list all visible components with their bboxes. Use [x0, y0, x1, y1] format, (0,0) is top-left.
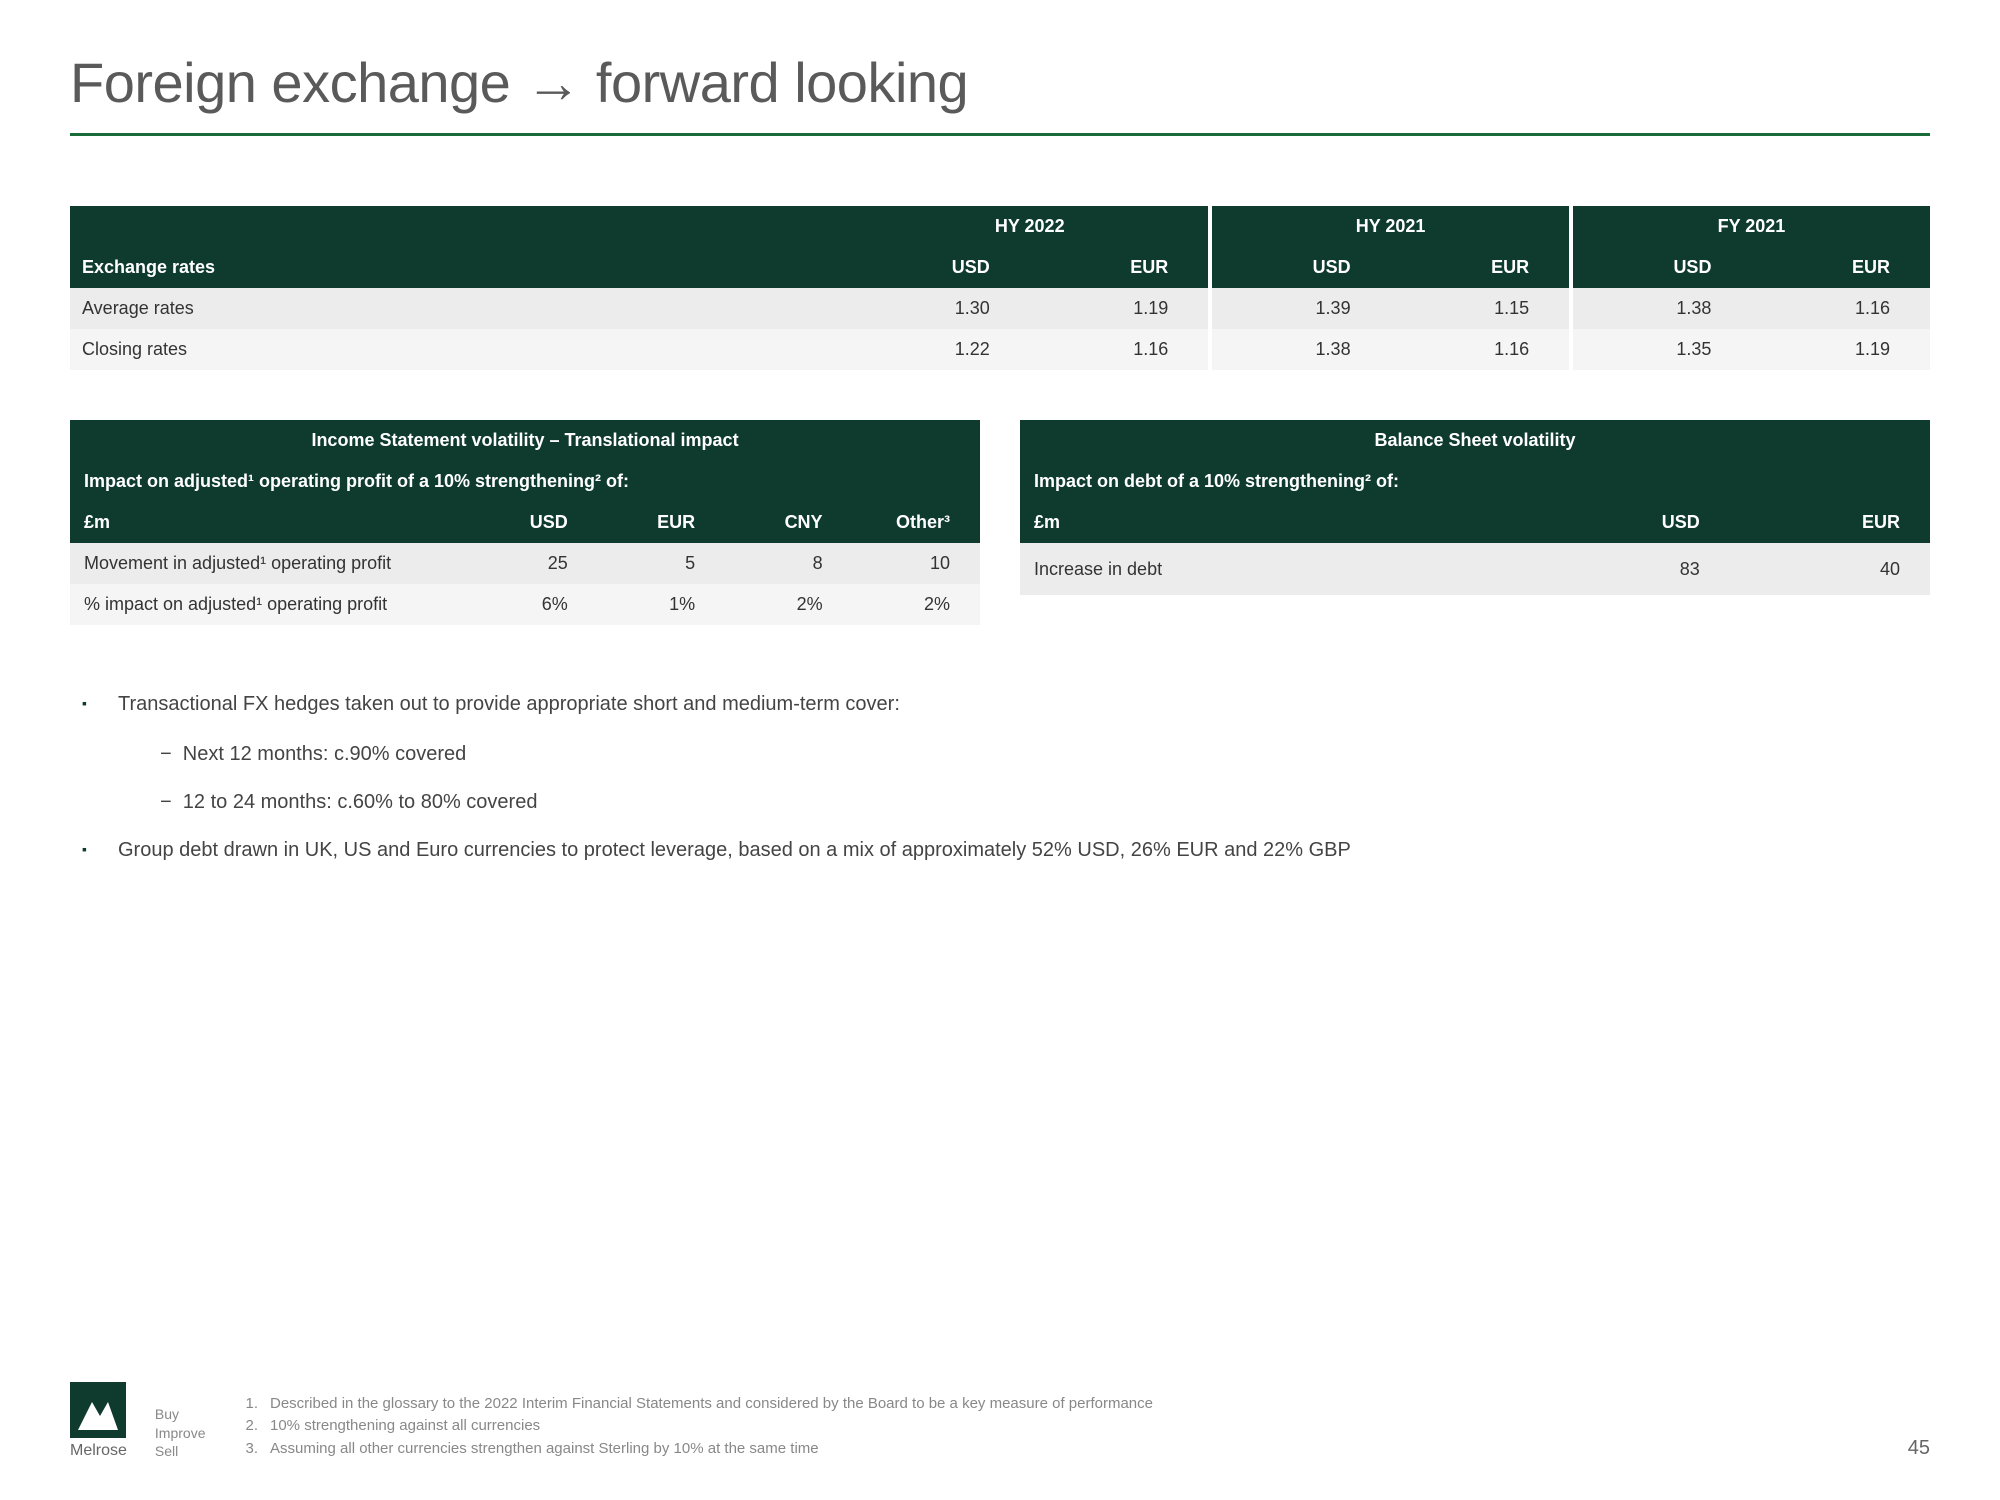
cell: 10	[853, 543, 980, 584]
cell: 1.19	[1030, 288, 1209, 329]
cell: 1.15	[1391, 288, 1570, 329]
col-eur-3: EUR	[1751, 247, 1930, 288]
cell: 40	[1730, 543, 1930, 595]
brand-logo: Melrose	[70, 1382, 127, 1460]
income-columns: £m USD EUR CNY Other³	[70, 502, 980, 543]
cell: 8	[725, 543, 852, 584]
cell: 2%	[725, 584, 852, 625]
cell: 1.19	[1751, 329, 1930, 370]
table-row: Movement in adjusted¹ operating profit 2…	[70, 543, 980, 584]
cell: 83	[1530, 543, 1730, 595]
col-eur: EUR	[598, 502, 725, 543]
bullet-list: ▪Transactional FX hedges taken out to pr…	[70, 685, 1930, 869]
unit-label: £m	[70, 502, 470, 543]
logo-icon	[70, 1382, 126, 1438]
footnote-num: 2.	[245, 1415, 258, 1438]
row-label: Movement in adjusted¹ operating profit	[70, 543, 470, 584]
table-row-spacer	[1020, 595, 1930, 635]
bullet-text: Group debt drawn in UK, US and Euro curr…	[118, 839, 1351, 861]
table-row: Closing rates 1.22 1.16 1.38 1.16 1.35 1…	[70, 329, 1930, 370]
cell: 2%	[853, 584, 980, 625]
dash-marker-icon: −	[160, 743, 183, 765]
cell: 5	[598, 543, 725, 584]
cell: 1.39	[1212, 288, 1391, 329]
income-statement-panel: Income Statement volatility – Translatio…	[70, 420, 980, 635]
col-eur: EUR	[1730, 502, 1930, 543]
tagline-buy: Buy	[155, 1405, 206, 1423]
row-label: Increase in debt	[1020, 543, 1530, 595]
col-cny: CNY	[725, 502, 852, 543]
bullet-marker-icon: ▪	[100, 690, 118, 717]
bullet-sub-item: − 12 to 24 months: c.60% to 80% covered	[160, 783, 1930, 821]
bullet-item: ▪Group debt drawn in UK, US and Euro cur…	[100, 831, 1930, 869]
cell: 1.38	[1212, 329, 1391, 370]
col-usd-2: USD	[1212, 247, 1391, 288]
col-usd: USD	[1530, 502, 1730, 543]
col-eur-1: EUR	[1030, 247, 1209, 288]
tagline-improve: Improve	[155, 1424, 206, 1442]
page-number: 45	[1908, 1437, 1930, 1460]
col-usd-1: USD	[851, 247, 1030, 288]
brand-tagline: Buy Improve Sell	[155, 1405, 206, 1460]
brand-name: Melrose	[70, 1442, 127, 1460]
cell: 1.30	[851, 288, 1030, 329]
bullet-marker-icon: ▪	[100, 836, 118, 863]
cell: 1.16	[1030, 329, 1209, 370]
currency-header-row: Exchange rates USD EUR USD EUR USD EUR	[70, 247, 1930, 288]
income-title: Income Statement volatility – Translatio…	[70, 420, 980, 461]
period-hy2021: HY 2021	[1212, 206, 1569, 247]
table-row: Average rates 1.30 1.19 1.39 1.15 1.38 1…	[70, 288, 1930, 329]
footnote-2: 2. 10% strengthening against all currenci…	[245, 1415, 1887, 1438]
bullet-text: 12 to 24 months: c.60% to 80% covered	[183, 791, 538, 813]
balance-sheet-panel: Balance Sheet volatility Impact on debt …	[1020, 420, 1930, 635]
footnote-num: 1.	[245, 1393, 258, 1416]
balance-subtitle: Impact on debt of a 10% strengthening² o…	[1020, 461, 1930, 502]
exchange-rates-table: HY 2022 HY 2021 FY 2021 Exchange rates U…	[70, 206, 1930, 370]
tagline-sell: Sell	[155, 1442, 206, 1460]
footnote-text: Assuming all other currencies strengthen…	[270, 1438, 819, 1461]
table-row: Increase in debt 83 40	[1020, 543, 1930, 595]
bullet-sub-item: − Next 12 months: c.90% covered	[160, 735, 1930, 773]
col-usd-3: USD	[1573, 247, 1752, 288]
balance-columns: £m USD EUR	[1020, 502, 1930, 543]
cell: 1%	[598, 584, 725, 625]
footnote-text: Described in the glossary to the 2022 In…	[270, 1393, 1153, 1416]
page-title: Foreign exchange → forward looking	[70, 50, 1930, 115]
bullet-item: ▪Transactional FX hedges taken out to pr…	[100, 685, 1930, 723]
income-subtitle: Impact on adjusted¹ operating profit of …	[70, 461, 980, 502]
cell: 6%	[470, 584, 597, 625]
col-other: Other³	[853, 502, 980, 543]
row-label: Average rates	[70, 288, 851, 329]
period-fy2021: FY 2021	[1573, 206, 1930, 247]
footnotes: 1. Described in the glossary to the 2022 …	[245, 1393, 1887, 1461]
balance-title: Balance Sheet volatility	[1020, 420, 1930, 461]
row-label: % impact on adjusted¹ operating profit	[70, 584, 470, 625]
col-eur-2: EUR	[1391, 247, 1570, 288]
period-header-row: HY 2022 HY 2021 FY 2021	[70, 206, 1930, 247]
cell: 1.16	[1391, 329, 1570, 370]
exchange-rates-label: Exchange rates	[70, 247, 851, 288]
footnote-num: 3.	[245, 1438, 258, 1461]
cell: 1.16	[1751, 288, 1930, 329]
footnote-text: 10% strengthening against all currencies	[270, 1415, 540, 1438]
cell: 1.38	[1573, 288, 1752, 329]
dash-marker-icon: −	[160, 791, 183, 813]
cell: 25	[470, 543, 597, 584]
cell: 1.22	[851, 329, 1030, 370]
table-row: % impact on adjusted¹ operating profit 6…	[70, 584, 980, 625]
col-usd: USD	[470, 502, 597, 543]
row-label: Closing rates	[70, 329, 851, 370]
unit-label: £m	[1020, 502, 1530, 543]
bullet-text: Next 12 months: c.90% covered	[183, 743, 466, 765]
cell: 1.35	[1573, 329, 1752, 370]
bullet-text: Transactional FX hedges taken out to pro…	[118, 693, 900, 715]
slide-footer: Melrose Buy Improve Sell 1. Described in …	[70, 1382, 1930, 1460]
footnote-1: 1. Described in the glossary to the 2022 …	[245, 1393, 1887, 1416]
period-hy2022: HY 2022	[851, 206, 1208, 247]
footnote-3: 3. Assuming all other currencies strength…	[245, 1438, 1887, 1461]
title-rule	[70, 133, 1930, 136]
